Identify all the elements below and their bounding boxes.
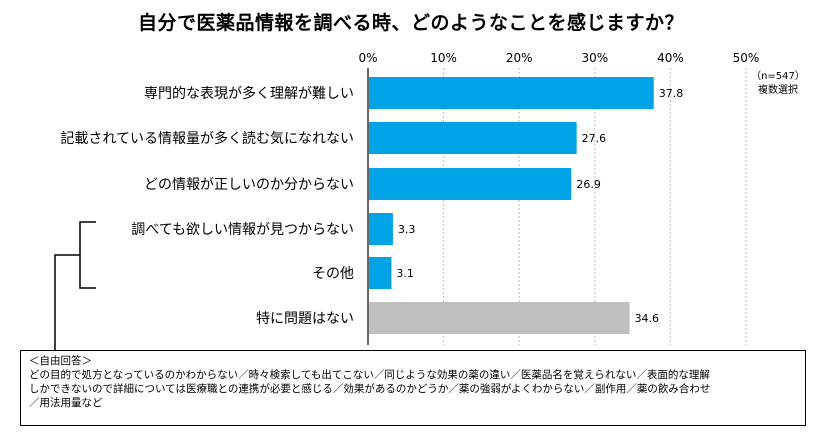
bars bbox=[369, 77, 654, 334]
chart-title: 自分で医薬品情報を調べる時、どのようなことを感じますか？ bbox=[137, 12, 684, 34]
free-answer-line-1: どの目的で処方となっているのかわからない／時々検索しても出てこない／同じような効… bbox=[29, 369, 710, 381]
x-tick-label: 10% bbox=[430, 51, 457, 65]
value-label: 27.6 bbox=[582, 132, 607, 145]
x-tick-label: 40% bbox=[657, 51, 684, 65]
free-answer-line-3: ／用法用量など bbox=[29, 397, 103, 409]
bar-chart: 0% 10% 20% 30% 40% 50% 専門的な表現が多く理解が難しい記載されている… bbox=[54, 51, 805, 350]
free-answer-box: ＜自由回答＞ どの目的で処方となっているのかわからない／時々検索しても出てこない… bbox=[20, 350, 806, 426]
bracket-connector bbox=[54, 221, 96, 350]
selection-note: 複数選択 bbox=[758, 83, 798, 96]
bar-5 bbox=[369, 257, 392, 289]
value-label: 3.3 bbox=[398, 223, 416, 236]
value-label: 3.1 bbox=[396, 267, 414, 280]
x-tick-label: 20% bbox=[506, 51, 533, 65]
x-tick-label: 30% bbox=[581, 51, 608, 65]
free-answer-heading: ＜自由回答＞ bbox=[29, 355, 92, 367]
bar-3 bbox=[369, 168, 572, 200]
bar-6 bbox=[369, 302, 630, 334]
x-tick-label: 0% bbox=[358, 51, 377, 65]
x-tick-label: 50% bbox=[733, 51, 760, 65]
category-labels: 専門的な表現が多く理解が難しい記載されている情報量が多く読む気になれないどの情報… bbox=[60, 85, 354, 327]
category-label: 特に問題はない bbox=[256, 311, 354, 327]
value-label: 26.9 bbox=[576, 178, 601, 191]
value-labels: 37.8 27.6 26.9 3.3 3.1 34.6 bbox=[396, 87, 683, 325]
free-answer-line-2: しかできないので詳細については医療職との連携が必要と感じる／効果があるのかどうか… bbox=[29, 383, 711, 395]
bar-1 bbox=[369, 77, 654, 109]
value-label: 34.6 bbox=[635, 312, 660, 325]
sample-size-note: （n=547） bbox=[751, 70, 805, 82]
bar-2 bbox=[369, 122, 577, 154]
category-label: 専門的な表現が多く理解が難しい bbox=[144, 85, 354, 102]
value-label: 37.8 bbox=[659, 87, 684, 100]
category-label: 記載されている情報量が多く読む気になれない bbox=[60, 130, 354, 147]
bar-4 bbox=[369, 213, 393, 245]
category-label: その他 bbox=[312, 266, 354, 282]
x-tick-labels: 0% 10% 20% 30% 40% 50% bbox=[358, 51, 759, 65]
gridlines bbox=[367, 68, 747, 345]
category-label: どの情報が正しいのか分からない bbox=[144, 177, 354, 193]
category-label: 調べても欲しい情報が見つからない bbox=[131, 222, 354, 238]
